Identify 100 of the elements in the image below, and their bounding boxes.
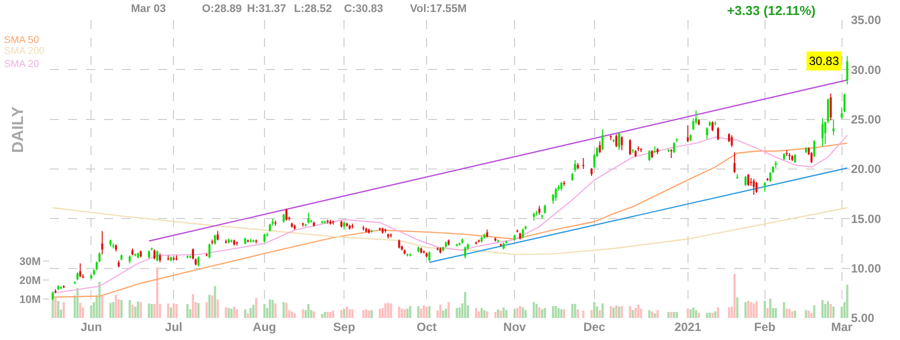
bar — [150, 304, 153, 318]
bar — [708, 312, 711, 318]
x-tick-label: Sep — [333, 320, 356, 334]
bar — [601, 303, 604, 318]
bar — [79, 302, 82, 318]
bar — [544, 308, 546, 318]
bar — [274, 303, 277, 318]
text: C:30.83 — [344, 3, 384, 15]
bar — [598, 310, 601, 318]
bar — [516, 308, 518, 318]
bar — [90, 305, 92, 318]
bar — [519, 306, 522, 318]
bar — [332, 310, 334, 318]
bar — [390, 303, 392, 318]
bar — [175, 304, 178, 318]
bar — [255, 298, 258, 318]
bar — [62, 302, 65, 318]
bar — [464, 292, 466, 318]
bar — [648, 310, 650, 318]
bar — [670, 312, 672, 318]
bar — [101, 296, 104, 318]
bar — [808, 310, 810, 318]
bar — [764, 300, 766, 318]
text: O:28.89 — [202, 3, 242, 15]
text: Mar 03 — [131, 3, 166, 15]
bar — [244, 309, 246, 318]
bar — [294, 313, 296, 318]
bar — [672, 312, 676, 318]
bar — [637, 304, 640, 318]
text: H:31.37 — [247, 3, 286, 15]
bar — [456, 308, 458, 318]
bar — [480, 308, 483, 318]
bar — [686, 308, 689, 318]
bar — [846, 284, 848, 318]
x-tick-label: Mar — [831, 320, 853, 334]
bar — [448, 302, 450, 318]
bar — [285, 302, 288, 318]
bar — [654, 313, 656, 318]
line-series — [52, 207, 848, 256]
bar — [224, 307, 228, 318]
bar — [794, 310, 796, 318]
bar — [733, 274, 736, 318]
bar — [824, 304, 826, 318]
bar — [618, 306, 620, 318]
text: SMA 50 — [4, 35, 40, 46]
bar — [343, 309, 346, 318]
bar — [208, 294, 211, 318]
annotation: 30.83 — [809, 54, 840, 68]
text: SMA 20 — [4, 59, 40, 70]
bar — [747, 300, 750, 318]
bar — [494, 312, 496, 318]
bar — [500, 310, 502, 318]
bar — [714, 311, 716, 318]
bar — [557, 308, 560, 318]
x-tick-label: Jul — [165, 320, 182, 334]
bar — [582, 310, 584, 318]
x-tick-label: Aug — [252, 320, 276, 334]
bar — [524, 310, 527, 318]
bar — [211, 295, 214, 318]
y2-tick-label: 20M — [19, 274, 41, 287]
bar — [821, 300, 824, 318]
bar — [610, 306, 612, 318]
bar — [736, 297, 738, 318]
bar — [478, 311, 480, 318]
bar — [486, 311, 488, 318]
bar — [769, 298, 772, 318]
bar — [640, 308, 642, 318]
bar — [813, 305, 816, 318]
bar — [752, 303, 755, 318]
bar — [216, 299, 219, 318]
bar — [250, 308, 252, 318]
bar — [156, 267, 158, 318]
bar — [667, 312, 670, 318]
bar — [439, 304, 442, 318]
bar — [755, 301, 758, 318]
bar — [324, 312, 326, 318]
bar — [826, 301, 830, 318]
bar — [536, 304, 538, 318]
bar — [148, 303, 150, 318]
bar — [109, 302, 112, 318]
bar — [120, 300, 123, 318]
bar — [307, 304, 310, 318]
y-tick-label: 30.00 — [851, 62, 882, 77]
bar — [378, 308, 381, 318]
bar — [268, 299, 272, 318]
bar — [131, 304, 134, 318]
bar — [650, 311, 654, 318]
text: Vol:17.55M — [410, 3, 467, 15]
bar — [57, 300, 60, 318]
bar — [290, 311, 294, 318]
bar — [442, 310, 444, 318]
bar — [197, 303, 200, 318]
x-tick-label: Jun — [80, 320, 102, 334]
bar — [382, 308, 384, 318]
bar — [576, 309, 579, 318]
bar — [593, 302, 596, 318]
bar — [483, 310, 486, 318]
text: DAILY — [10, 106, 27, 153]
bar — [214, 286, 216, 318]
bar — [571, 304, 574, 318]
